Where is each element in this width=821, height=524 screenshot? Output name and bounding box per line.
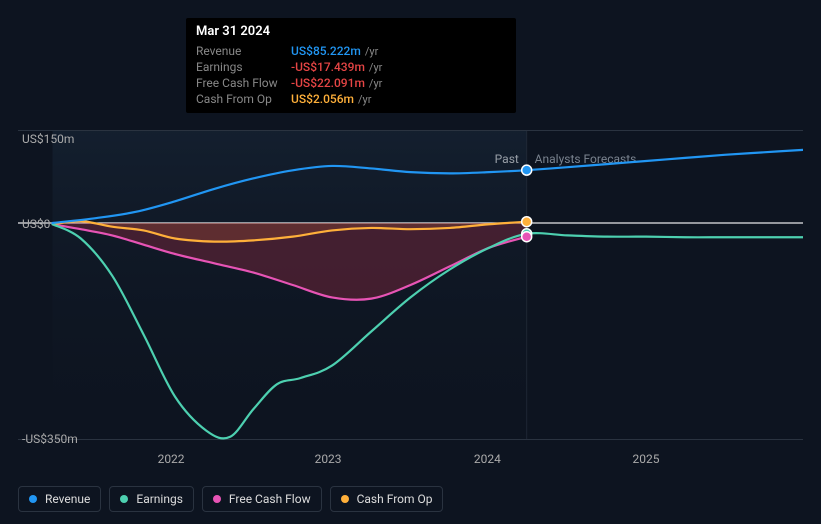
legend-item-earnings[interactable]: Earnings bbox=[109, 486, 194, 512]
legend-item-label: Revenue bbox=[45, 492, 90, 506]
tooltip-row: RevenueUS$85.222m/yr bbox=[196, 43, 506, 59]
x-axis-tick-label: 2025 bbox=[633, 452, 660, 466]
chart-tooltip: Mar 31 2024 RevenueUS$85.222m/yrEarnings… bbox=[186, 18, 516, 113]
legend-item-cfop[interactable]: Cash From Op bbox=[330, 486, 444, 512]
y-axis-tick-label: -US$350m bbox=[22, 432, 78, 446]
tooltip-row-unit: /yr bbox=[369, 61, 382, 74]
financial-chart[interactable] bbox=[18, 130, 803, 440]
tooltip-row-label: Cash From Op bbox=[196, 92, 291, 106]
tooltip-row-label: Revenue bbox=[196, 44, 291, 58]
x-axis-labels: 2022 2023 2024 2025 bbox=[18, 452, 803, 472]
tooltip-row-unit: /yr bbox=[358, 93, 371, 106]
chart-plot-area bbox=[18, 130, 803, 440]
tooltip-row-value: -US$17.439m bbox=[291, 60, 365, 74]
tooltip-row-unit: /yr bbox=[369, 77, 382, 90]
x-axis-tick-label: 2022 bbox=[158, 452, 185, 466]
tooltip-row-value: US$2.056m bbox=[291, 92, 354, 106]
legend-item-label: Cash From Op bbox=[357, 492, 433, 506]
tooltip-row-value: -US$22.091m bbox=[291, 76, 365, 90]
tooltip-date: Mar 31 2024 bbox=[196, 24, 506, 39]
tooltip-row-value: US$85.222m bbox=[291, 44, 361, 58]
x-axis-tick-label: 2023 bbox=[315, 452, 342, 466]
legend-item-label: Free Cash Flow bbox=[229, 492, 311, 506]
tooltip-row: Cash From OpUS$2.056m/yr bbox=[196, 91, 506, 107]
chart-legend: Revenue Earnings Free Cash Flow Cash From O… bbox=[18, 486, 443, 512]
tooltip-row: Free Cash Flow-US$22.091m/yr bbox=[196, 75, 506, 91]
tooltip-row: Earnings-US$17.439m/yr bbox=[196, 59, 506, 75]
legend-item-revenue[interactable]: Revenue bbox=[18, 486, 101, 512]
y-axis-tick-label: US$0 bbox=[22, 217, 50, 231]
y-axis-tick-label: US$150m bbox=[22, 132, 74, 146]
legend-dot-icon bbox=[341, 495, 349, 503]
legend-dot-icon bbox=[213, 495, 221, 503]
legend-dot-icon bbox=[120, 495, 128, 503]
x-axis-tick-label: 2024 bbox=[474, 452, 501, 466]
tooltip-row-unit: /yr bbox=[365, 45, 378, 58]
legend-item-fcf[interactable]: Free Cash Flow bbox=[202, 486, 322, 512]
legend-item-label: Earnings bbox=[136, 492, 183, 506]
tooltip-row-label: Earnings bbox=[196, 60, 291, 74]
legend-dot-icon bbox=[29, 495, 37, 503]
tooltip-row-label: Free Cash Flow bbox=[196, 76, 291, 90]
